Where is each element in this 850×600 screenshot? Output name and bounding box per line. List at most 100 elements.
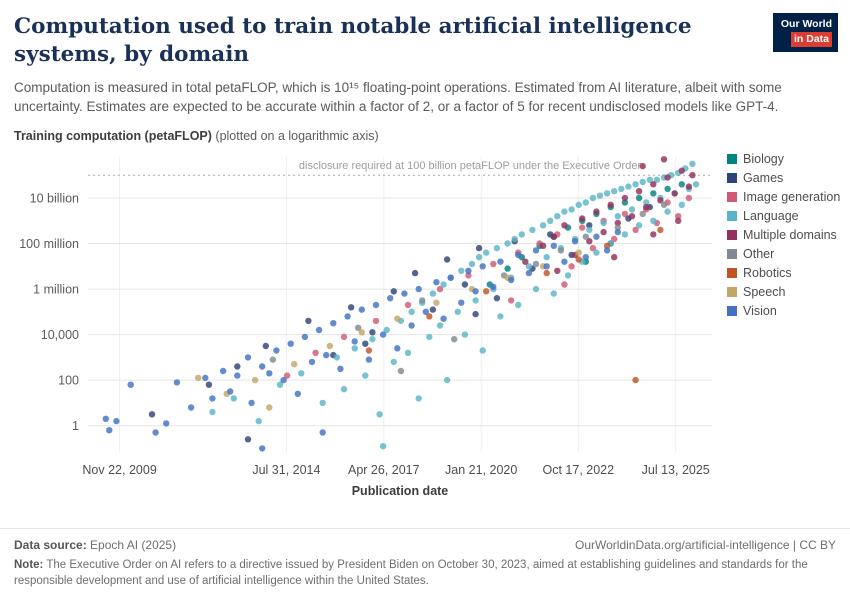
data-point-multiple-domains[interactable]: [635, 188, 643, 195]
data-point-language[interactable]: [230, 395, 237, 402]
data-point-language[interactable]: [650, 217, 657, 225]
data-point-language[interactable]: [369, 336, 376, 343]
data-point-vision[interactable]: [152, 429, 159, 436]
data-point-multiple-domains[interactable]: [539, 242, 547, 250]
data-point-language[interactable]: [575, 201, 582, 209]
data-point-vision[interactable]: [582, 254, 589, 261]
data-point-biology[interactable]: [664, 185, 671, 193]
data-point-language[interactable]: [255, 418, 262, 425]
data-point-multiple-domains[interactable]: [671, 190, 678, 197]
data-point-language[interactable]: [504, 240, 511, 247]
data-point-robotics[interactable]: [603, 242, 611, 250]
data-point-language[interactable]: [461, 331, 469, 338]
data-point-robotics[interactable]: [575, 256, 582, 263]
data-point-multiple-domains[interactable]: [650, 181, 657, 188]
data-point-vision[interactable]: [209, 395, 216, 402]
data-point-language[interactable]: [561, 208, 568, 215]
data-point-language[interactable]: [614, 213, 621, 220]
data-point-multiple-domains[interactable]: [675, 217, 682, 225]
data-point-vision[interactable]: [259, 363, 266, 370]
data-point-vision[interactable]: [379, 331, 387, 338]
data-point-games[interactable]: [475, 245, 483, 252]
data-point-other[interactable]: [397, 367, 405, 375]
data-point-multiple-domains[interactable]: [614, 219, 621, 227]
data-point-language[interactable]: [621, 231, 629, 238]
data-point-language[interactable]: [340, 386, 348, 393]
data-point-multiple-domains[interactable]: [685, 183, 693, 190]
data-point-other[interactable]: [269, 356, 277, 363]
data-point-vision[interactable]: [490, 283, 497, 291]
data-point-language[interactable]: [351, 345, 358, 352]
data-point-vision[interactable]: [365, 356, 373, 363]
data-point-games[interactable]: [362, 340, 369, 348]
owid-url-link[interactable]: OurWorldinData.org/artificial-intelligen…: [575, 537, 836, 552]
data-point-image-generation[interactable]: [507, 297, 515, 304]
data-point-language[interactable]: [415, 395, 422, 402]
data-point-language[interactable]: [618, 185, 625, 193]
data-point-language[interactable]: [586, 226, 593, 234]
data-point-vision[interactable]: [273, 347, 280, 354]
data-point-language[interactable]: [678, 201, 685, 209]
data-point-language[interactable]: [497, 313, 504, 320]
legend-item-games[interactable]: Games: [727, 171, 840, 185]
data-point-language[interactable]: [543, 254, 550, 261]
data-point-language[interactable]: [625, 183, 632, 190]
data-point-vision[interactable]: [187, 404, 195, 411]
data-point-image-generation[interactable]: [675, 213, 682, 220]
data-point-language[interactable]: [319, 399, 326, 407]
data-point-vision[interactable]: [401, 290, 408, 297]
data-point-language[interactable]: [539, 222, 547, 229]
data-point-multiple-domains[interactable]: [593, 208, 600, 215]
data-point-other[interactable]: [614, 224, 621, 231]
data-point-vision[interactable]: [244, 354, 252, 361]
data-point-vision[interactable]: [440, 315, 447, 323]
data-point-multiple-domains[interactable]: [611, 254, 618, 261]
data-point-speech[interactable]: [326, 342, 333, 350]
data-point-games[interactable]: [148, 411, 156, 418]
data-point-games[interactable]: [262, 342, 269, 350]
data-point-biology[interactable]: [621, 199, 629, 206]
legend-item-robotics[interactable]: Robotics: [727, 266, 840, 280]
legend-item-speech[interactable]: Speech: [727, 285, 840, 299]
data-point-other[interactable]: [582, 233, 589, 241]
data-point-image-generation[interactable]: [312, 349, 319, 357]
data-point-vision[interactable]: [113, 418, 120, 425]
data-point-multiple-domains[interactable]: [678, 167, 685, 175]
data-point-multiple-domains[interactable]: [586, 238, 593, 245]
data-point-language[interactable]: [362, 372, 369, 379]
data-point-biology[interactable]: [650, 190, 657, 197]
data-point-multiple-domains[interactable]: [600, 229, 607, 236]
data-point-language[interactable]: [589, 194, 597, 202]
data-point-games[interactable]: [586, 222, 593, 229]
data-point-language[interactable]: [468, 260, 476, 268]
data-point-vision[interactable]: [458, 299, 465, 307]
data-point-language[interactable]: [472, 297, 479, 304]
data-point-language[interactable]: [643, 199, 650, 206]
data-point-image-generation[interactable]: [340, 333, 348, 341]
data-point-vision[interactable]: [465, 267, 472, 275]
data-point-multiple-domains[interactable]: [689, 172, 696, 179]
data-point-vision[interactable]: [280, 377, 287, 384]
data-point-vision[interactable]: [266, 370, 273, 377]
data-point-language[interactable]: [603, 190, 611, 197]
data-point-biology[interactable]: [504, 265, 511, 272]
data-point-vision[interactable]: [515, 251, 522, 259]
data-point-language[interactable]: [568, 206, 575, 213]
data-point-language[interactable]: [209, 408, 216, 416]
data-point-speech[interactable]: [394, 315, 401, 323]
data-point-language[interactable]: [529, 226, 536, 234]
data-point-vision[interactable]: [319, 429, 326, 436]
data-point-language[interactable]: [600, 219, 607, 227]
data-point-language[interactable]: [429, 290, 437, 297]
data-point-games[interactable]: [443, 256, 451, 263]
data-point-games[interactable]: [390, 288, 397, 295]
data-point-robotics[interactable]: [632, 377, 639, 384]
data-point-multiple-domains[interactable]: [550, 233, 557, 241]
data-point-language[interactable]: [646, 176, 653, 184]
data-point-image-generation[interactable]: [579, 224, 586, 231]
data-point-language[interactable]: [511, 235, 518, 243]
data-point-robotics[interactable]: [365, 347, 373, 354]
legend-item-vision[interactable]: Vision: [727, 304, 840, 318]
data-point-games[interactable]: [369, 329, 376, 336]
data-point-language[interactable]: [628, 206, 636, 213]
